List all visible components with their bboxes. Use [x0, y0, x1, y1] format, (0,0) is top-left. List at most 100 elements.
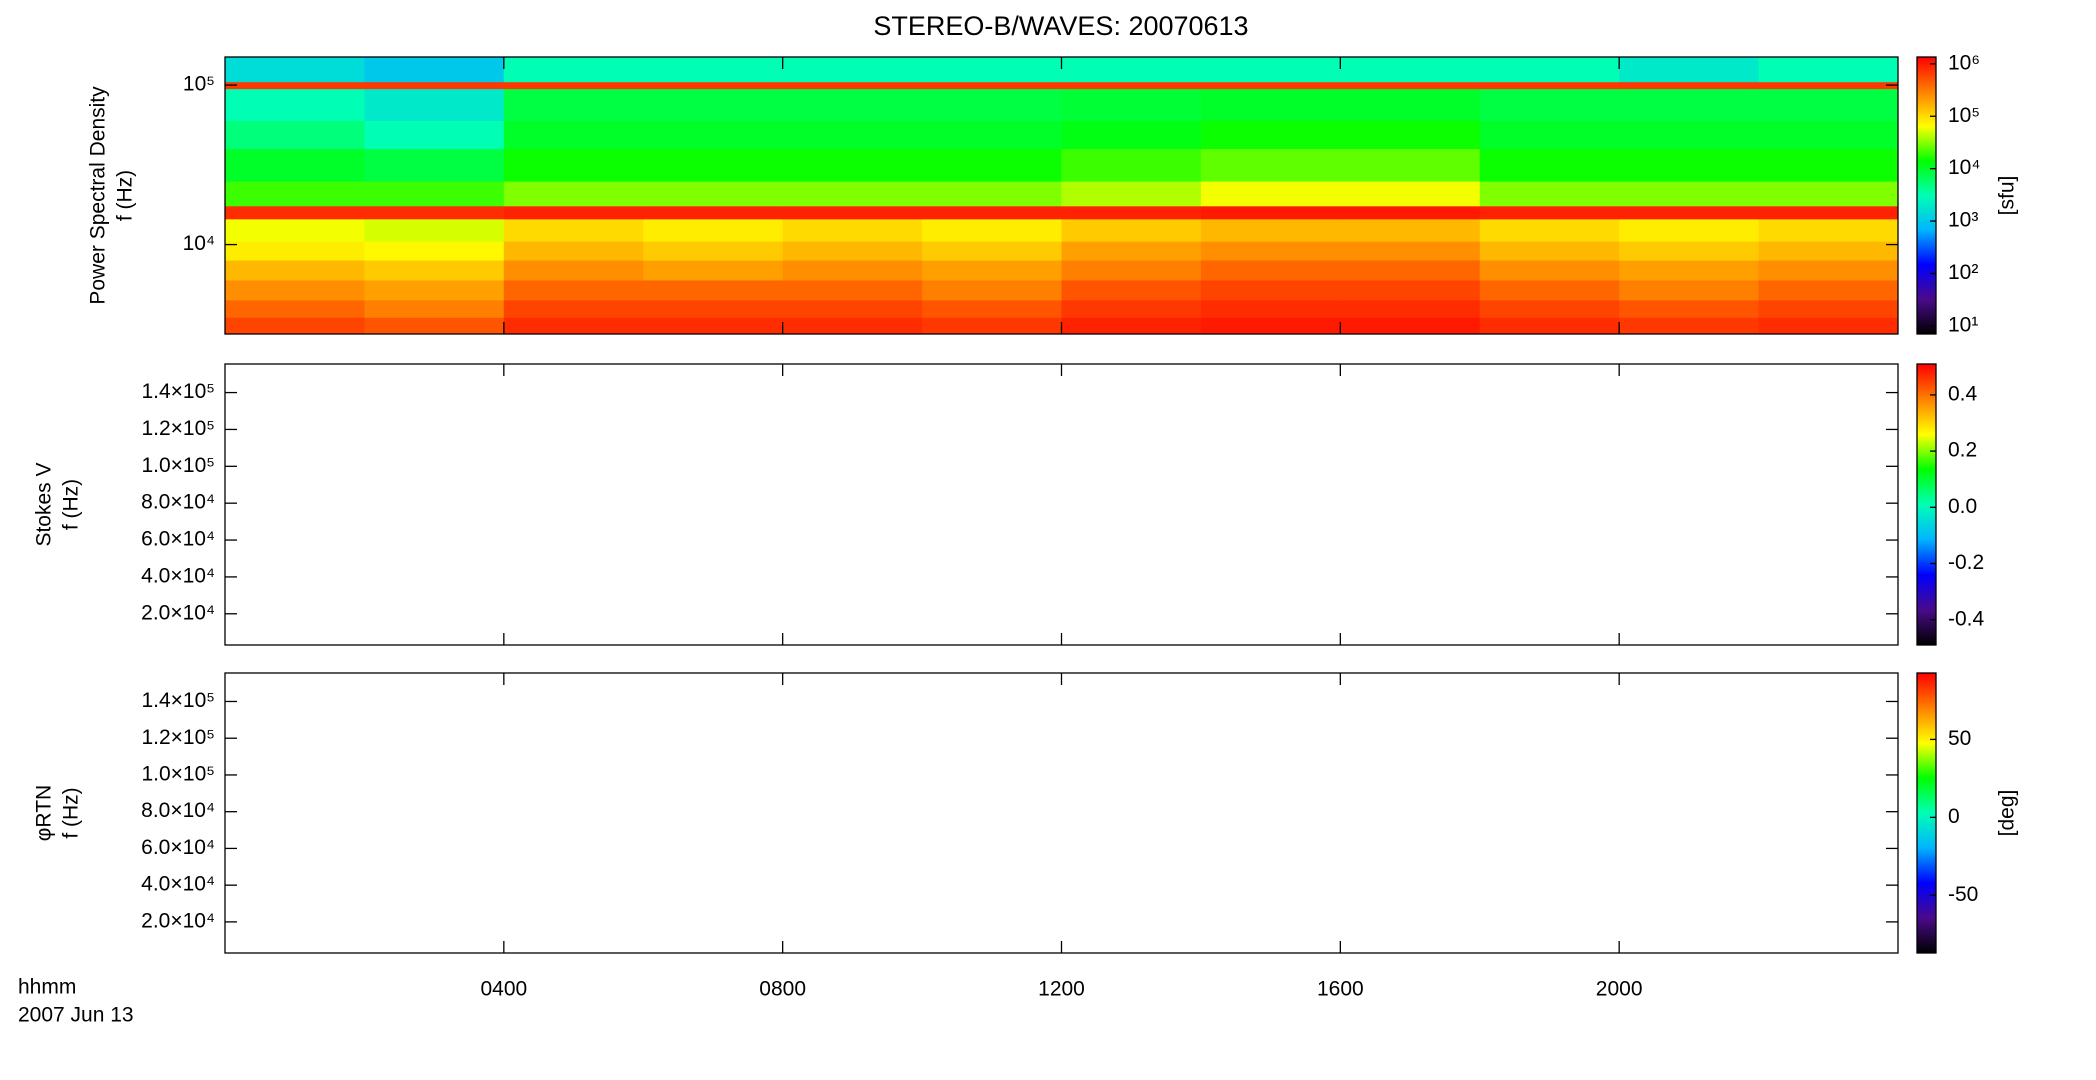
y-tick-label: 6.0×10⁴	[141, 528, 215, 551]
heatmap-cell	[1340, 205, 1481, 220]
heatmap-cell	[1758, 218, 1899, 242]
heatmap-cell	[922, 241, 1062, 261]
heatmap-cell	[643, 57, 784, 83]
heatmap-cell	[1061, 81, 1202, 90]
heatmap-cell	[1200, 148, 1341, 182]
plot-frame	[224, 672, 1899, 954]
colorbar-tick-label: 10¹	[1948, 313, 1978, 336]
heatmap-cell	[1200, 218, 1341, 242]
heatmap-cell	[225, 181, 365, 207]
heatmap-cell	[503, 279, 644, 301]
colorbar	[1916, 672, 1937, 954]
heatmap-cell	[225, 299, 365, 318]
heatmap-cell	[1479, 299, 1620, 318]
colorbar-label: [sfu]	[1996, 176, 2019, 216]
y-tick-label: 1.2×10⁵	[141, 417, 215, 440]
heatmap-cell	[364, 279, 505, 301]
heatmap-cell	[364, 299, 505, 318]
heatmap-cell	[1061, 218, 1202, 242]
colorbar-tick-label: 10⁵	[1948, 104, 1980, 127]
heatmap-cell	[225, 260, 365, 281]
heatmap-cell	[922, 57, 1062, 83]
heatmap-cell	[1340, 81, 1481, 90]
colorbar-tick-label: 10²	[1948, 261, 1978, 284]
heatmap-cell	[1758, 148, 1899, 182]
heatmap-cell	[1758, 81, 1899, 90]
heatmap-cell	[1758, 241, 1899, 261]
heatmap-cell	[782, 88, 923, 121]
heatmap-cell	[922, 81, 1062, 90]
heatmap-cell	[1479, 260, 1620, 281]
plot-frame	[224, 363, 1899, 646]
heatmap-cell	[1340, 241, 1481, 261]
heatmap-cell	[1200, 279, 1341, 301]
heatmap-cell	[364, 148, 505, 182]
heatmap-cell	[922, 88, 1062, 121]
heatmap-cell	[1061, 120, 1202, 150]
heatmap-cell	[1758, 317, 1899, 335]
heatmap-cell	[643, 260, 784, 281]
heatmap-cell	[1619, 57, 1760, 83]
heatmap-cell	[782, 120, 923, 150]
heatmap-cell	[1479, 218, 1620, 242]
heatmap-cell	[643, 120, 784, 150]
heatmap-cell	[364, 205, 505, 220]
heatmap-cell	[1619, 317, 1760, 335]
heatmap-cell	[1340, 120, 1481, 150]
heatmap-cell	[1619, 148, 1760, 182]
heatmap-cell	[1479, 120, 1620, 150]
heatmap-cell	[1758, 279, 1899, 301]
y-tick-label: 1.0×10⁵	[141, 454, 215, 477]
heatmap-cell	[922, 148, 1062, 182]
heatmap-cell	[1061, 181, 1202, 207]
colorbar	[1916, 363, 1937, 646]
heatmap-cell	[503, 260, 644, 281]
y-tick-label: 1.2×10⁵	[141, 726, 215, 749]
heatmap-cell	[1479, 205, 1620, 220]
heatmap-cell	[1479, 57, 1620, 83]
heatmap-cell	[1061, 205, 1202, 220]
heatmap-cell	[1479, 81, 1620, 90]
x-tick-label: 1600	[1317, 978, 1364, 1001]
y-axis-label: Stokes V	[33, 462, 56, 546]
figure-title: STEREO-B/WAVES: 20070613	[873, 11, 1248, 41]
heatmap-cell	[1061, 279, 1202, 301]
heatmap-cell	[782, 241, 923, 261]
heatmap-cell	[1200, 88, 1341, 121]
heatmap-cell	[1061, 148, 1202, 182]
heatmap-cell	[1200, 181, 1341, 207]
heatmap-cell	[1200, 120, 1341, 150]
heatmap-cell	[922, 279, 1062, 301]
heatmap-cell	[1061, 241, 1202, 261]
heatmap-cell	[922, 181, 1062, 207]
heatmap-cell	[643, 88, 784, 121]
heatmap-cell	[782, 317, 923, 335]
heatmap-cell	[503, 317, 644, 335]
heatmap-cell	[364, 57, 505, 83]
heatmap-cell	[503, 120, 644, 150]
heatmap-cell	[782, 218, 923, 242]
heatmap-cell	[643, 181, 784, 207]
heatmap-cell	[643, 299, 784, 318]
heatmap-cell	[1340, 260, 1481, 281]
heatmap-cell	[643, 279, 784, 301]
heatmap-cell	[1479, 241, 1620, 261]
heatmap-cell	[1340, 88, 1481, 121]
heatmap-cell	[782, 181, 923, 207]
heatmap-cell	[922, 205, 1062, 220]
heatmap-cell	[225, 57, 365, 83]
heatmap-cell	[503, 88, 644, 121]
date-label: 2007 Jun 13	[18, 1004, 134, 1027]
heatmap-cell	[1758, 120, 1899, 150]
heatmap-cell	[1758, 260, 1899, 281]
heatmap-cell	[1200, 317, 1341, 335]
heatmap-cell	[1619, 181, 1760, 207]
y-tick-label: 4.0×10⁴	[141, 873, 215, 896]
heatmap-cell	[1758, 88, 1899, 121]
y-axis-label: f (Hz)	[60, 787, 83, 838]
y-tick-label: 8.0×10⁴	[141, 491, 215, 514]
heatmap-cell	[225, 279, 365, 301]
heatmap-cell	[1340, 57, 1481, 83]
heatmap-cell	[782, 57, 923, 83]
y-tick-label: 2.0×10⁴	[141, 601, 215, 624]
